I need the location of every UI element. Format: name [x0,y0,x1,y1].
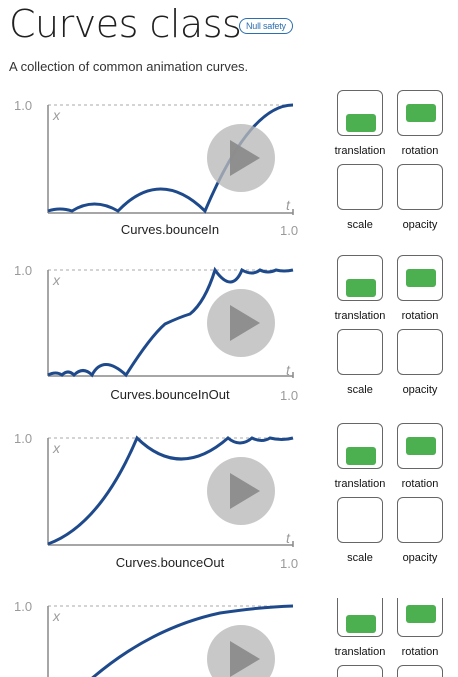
y-max-label: 1.0 [14,431,33,446]
t-axis-label: t [286,362,290,378]
scale-tile[interactable] [337,329,383,375]
t-axis-label: t [286,197,290,213]
x-axis-label: x [53,440,60,456]
rotation-tile[interactable] [397,423,443,469]
curve-chart: 1.0 x [0,598,310,677]
play-button[interactable] [207,457,275,525]
y-max-label: 1.0 [14,263,33,278]
x-axis-label: x [53,272,60,288]
translation-tile[interactable] [337,90,383,136]
play-button[interactable] [207,289,275,357]
curve-chart: 1.0 x t 1.0 Curves.bounceIn [0,97,310,247]
translation-demo-square [346,615,376,633]
x-max-label: 1.0 [280,556,299,571]
rotation-demo-square [406,605,436,623]
scale-tile[interactable] [337,497,383,543]
t-axis-label: t [286,530,290,546]
rotation-tile[interactable] [397,598,443,637]
translation-label: translation [334,478,386,490]
x-axis-label: x [53,608,60,624]
opacity-label: opacity [402,219,438,231]
curve-plot [47,435,294,547]
translation-tile[interactable] [337,423,383,469]
curve-section-bounce-out: 1.0 x t 1.0 Curves.bounceOut translation… [0,423,458,598]
rotation-demo-square [406,437,436,455]
rotation-label: rotation [401,646,439,658]
null-safety-badge[interactable]: Null safety [239,18,293,34]
translation-label: translation [334,145,386,157]
play-button[interactable] [207,625,275,677]
rotation-label: rotation [401,310,439,322]
translation-tile[interactable] [337,598,383,637]
opacity-tile[interactable] [397,164,443,210]
curve-section-bounce-in: 1.0 x t 1.0 Curves.bounceIn translation … [0,90,458,265]
rotation-label: rotation [401,145,439,157]
play-button[interactable] [207,124,275,192]
scale-label: scale [347,384,373,396]
opacity-tile[interactable] [397,329,443,375]
y-max-label: 1.0 [14,599,33,614]
curve-plot [47,266,294,378]
translation-demo-square [346,447,376,465]
curve-line [91,604,294,677]
opacity-label: opacity [402,552,438,564]
curve-name: Curves.bounceInOut [110,387,230,402]
scale-label: scale [347,552,373,564]
scale-tile[interactable] [337,164,383,210]
opacity-label: opacity [402,384,438,396]
curve-name: Curves.bounceOut [115,555,225,570]
y-max-label: 1.0 [14,98,33,113]
page-title: Curves class [9,2,242,46]
curve-line [47,266,294,378]
curve-section-partial: 1.0 x translation rotation [0,598,458,677]
curve-plot [47,604,294,677]
rotation-demo-square [406,269,436,287]
translation-label: translation [334,646,386,658]
translation-demo-square [346,114,376,132]
x-axis-label: x [53,107,60,123]
scale-label: scale [347,219,373,231]
curve-section-bounce-in-out: 1.0 x t 1.0 Curves.bounceInOut translati… [0,255,458,430]
curve-line [47,435,294,546]
translation-label: translation [334,310,386,322]
curve-chart: 1.0 x t 1.0 Curves.bounceOut [0,430,310,580]
rotation-label: rotation [401,478,439,490]
rotation-tile[interactable] [397,255,443,301]
opacity-tile[interactable] [397,497,443,543]
page-description: A collection of common animation curves. [9,59,249,74]
translation-demo-square [346,279,376,297]
x-max-label: 1.0 [280,388,299,403]
rotation-demo-square [406,104,436,122]
opacity-tile[interactable] [397,665,443,677]
curve-name: Curves.bounceIn [120,222,220,237]
curve-chart: 1.0 x t 1.0 Curves.bounceInOut [0,262,310,412]
scale-tile[interactable] [337,665,383,677]
x-max-label: 1.0 [280,223,299,238]
translation-tile[interactable] [337,255,383,301]
rotation-tile[interactable] [397,90,443,136]
